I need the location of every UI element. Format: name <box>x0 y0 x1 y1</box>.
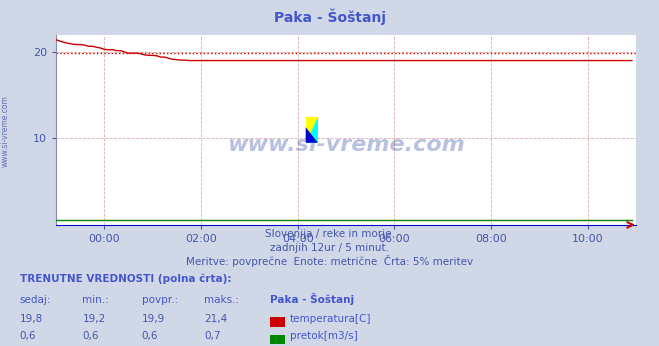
Bar <box>306 117 318 143</box>
Text: povpr.:: povpr.: <box>142 295 178 305</box>
Text: 19,9: 19,9 <box>142 314 165 324</box>
Text: 0,7: 0,7 <box>204 331 221 341</box>
Text: pretok[m3/s]: pretok[m3/s] <box>290 331 358 341</box>
Text: 0,6: 0,6 <box>142 331 158 341</box>
Text: 19,8: 19,8 <box>20 314 43 324</box>
Text: Meritve: povprečne  Enote: metrične  Črta: 5% meritev: Meritve: povprečne Enote: metrične Črta:… <box>186 255 473 267</box>
Text: 0,6: 0,6 <box>20 331 36 341</box>
Text: TRENUTNE VREDNOSTI (polna črta):: TRENUTNE VREDNOSTI (polna črta): <box>20 273 231 284</box>
Polygon shape <box>306 127 318 143</box>
Text: sedaj:: sedaj: <box>20 295 51 305</box>
Text: Paka - Šoštanj: Paka - Šoštanj <box>273 9 386 25</box>
Text: temperatura[C]: temperatura[C] <box>290 314 372 324</box>
Text: Slovenija / reke in morje.: Slovenija / reke in morje. <box>264 229 395 239</box>
Text: 0,6: 0,6 <box>82 331 99 341</box>
Polygon shape <box>306 117 318 143</box>
Text: 21,4: 21,4 <box>204 314 227 324</box>
Text: Paka - Šoštanj: Paka - Šoštanj <box>270 293 355 305</box>
Text: zadnjih 12ur / 5 minut.: zadnjih 12ur / 5 minut. <box>270 243 389 253</box>
Text: www.si-vreme.com: www.si-vreme.com <box>227 135 465 155</box>
Text: www.si-vreme.com: www.si-vreme.com <box>1 95 10 167</box>
Text: 19,2: 19,2 <box>82 314 105 324</box>
Text: maks.:: maks.: <box>204 295 239 305</box>
Text: min.:: min.: <box>82 295 109 305</box>
